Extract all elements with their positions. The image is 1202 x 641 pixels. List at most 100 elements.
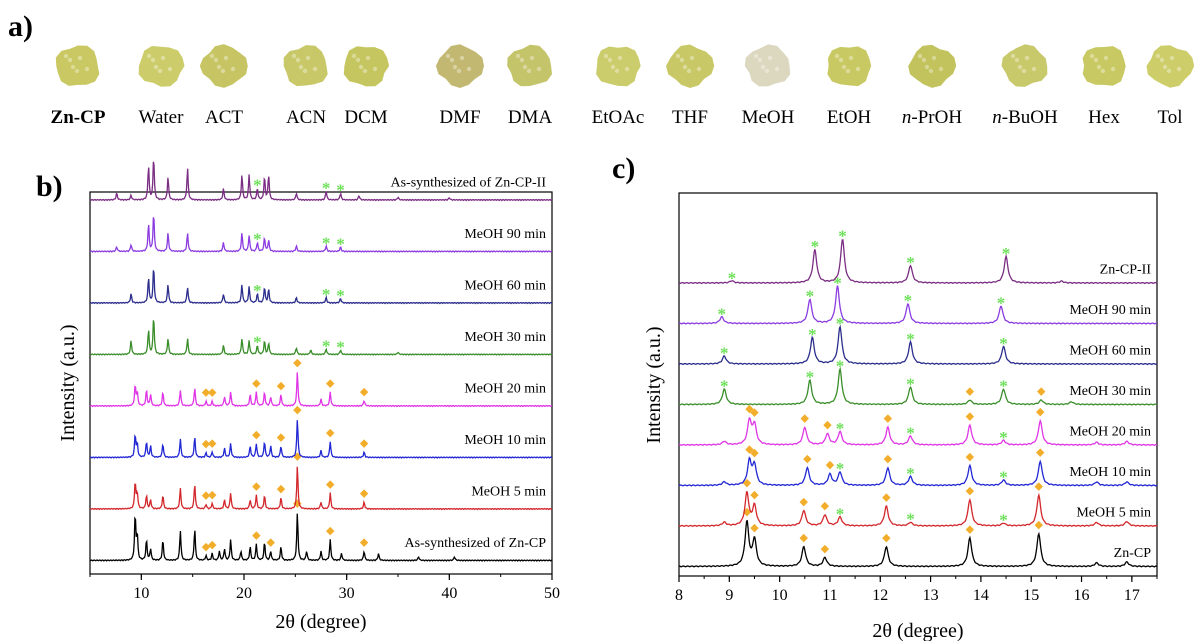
trace-label: MeOH 10 min [464, 433, 546, 448]
sample-label: THF [672, 107, 708, 128]
diamond-marker: ◆ [360, 537, 369, 549]
powder-speckle [1155, 53, 1161, 59]
panel-c-x-ticks: 8 9 10 11 12 13 14 15 16 17 [675, 576, 1158, 604]
powder-speckle [358, 64, 364, 70]
diamond-marker: ◆ [884, 453, 893, 465]
sample-photo-14: Tol [1146, 45, 1195, 128]
diamond-marker: ◆ [966, 385, 975, 397]
powder-speckle [295, 57, 301, 63]
star-marker: * [811, 237, 820, 256]
sample-photo-11: n-PrOH [902, 44, 962, 128]
sample-powder [1001, 44, 1048, 87]
star-marker: * [836, 419, 845, 438]
panel-c-traces: ◆◆◆◆◆◆ ◆Zn-CP◆◆◆ ◆◆◆ ◆* * * MeOH 5 min◆◆◆ ◆ ◆ ◆ ◆*… [678, 226, 1158, 568]
diamond-marker: ◆ [277, 483, 286, 495]
diamond-marker: ◆ [326, 378, 335, 390]
star-marker: * [322, 233, 331, 252]
panel-a-letter: a) [8, 10, 33, 43]
diamond-marker: ◆ [360, 437, 369, 449]
powder-speckle [84, 66, 90, 72]
diamond-marker: ◆ [326, 427, 335, 439]
x-tick-label: 9 [725, 587, 733, 604]
star-marker: * [906, 329, 915, 348]
panel-b-y-axis-title: Intensity (a.u.) [57, 324, 79, 441]
powder-speckle [764, 68, 770, 74]
powder-speckle [223, 55, 229, 61]
trace-line [89, 513, 553, 562]
panel-c-plot-frame [678, 192, 1158, 577]
star-marker: * [1002, 244, 1011, 263]
powder-speckle [607, 57, 613, 63]
diamond-marker: ◆ [966, 411, 975, 423]
powder-speckle [302, 68, 308, 74]
star-marker: * [808, 325, 817, 344]
powder-speckle [774, 66, 780, 72]
trace-6: * * * * * MeOH 90 min [678, 273, 1158, 325]
diamond-marker: ◆ [800, 496, 809, 508]
sample-powder [908, 44, 957, 88]
star-marker: * [997, 293, 1006, 312]
powder-speckle [529, 55, 535, 61]
powder-speckle [146, 53, 152, 59]
powder-speckle [757, 57, 763, 63]
diamond-marker: ◆ [821, 543, 830, 555]
trace-label: MeOH 10 min [1069, 465, 1151, 480]
diamond-marker: ◆ [293, 498, 302, 510]
panel-b-traces: ◆◆◆◆◆◆◆ As-synthesized of Zn-CP◆◆◆ ◆◆◆◆ MeO… [89, 161, 553, 562]
powder-speckle [312, 66, 318, 72]
powder-speckle [167, 66, 173, 72]
powder-speckle [1100, 68, 1106, 74]
powder-speckle [351, 53, 357, 59]
diamond-marker: ◆ [826, 459, 835, 471]
trace-6: * * * MeOH 90 min [89, 217, 553, 253]
powder-speckle [1010, 53, 1016, 59]
powder-speckle [449, 57, 455, 63]
powder-speckle [1031, 66, 1037, 72]
powder-speckle [1024, 55, 1030, 61]
powder-speckle [1093, 57, 1099, 63]
sample-label: Hex [1088, 107, 1120, 128]
powder-speckle [696, 66, 702, 72]
x-tick-label: 10 [133, 585, 149, 602]
sample-label-text: DMF [439, 107, 480, 128]
sample-powder [1146, 45, 1195, 88]
powder-speckle [452, 64, 458, 70]
powder-speckle [456, 68, 462, 74]
trace-line [678, 366, 1158, 406]
x-tick-label: 15 [1023, 587, 1039, 604]
star-marker: * [906, 510, 915, 529]
powder-speckle [679, 57, 685, 63]
sample-powder [507, 44, 552, 87]
star-marker: * [336, 286, 345, 305]
star-marker: * [904, 291, 913, 310]
trace-line [678, 519, 1158, 568]
powder-speckle [153, 64, 159, 70]
trace-label: MeOH 5 min [471, 485, 546, 500]
powder-speckle [466, 66, 472, 72]
powder-speckle [841, 64, 847, 70]
powder-speckle [921, 57, 927, 63]
x-tick-label: 30 [339, 585, 355, 602]
powder-speckle [355, 57, 361, 63]
powder-speckle [526, 68, 532, 74]
powder-speckle [365, 55, 371, 61]
diamond-marker: ◆ [823, 419, 832, 431]
sample-label: EtOH [827, 107, 872, 128]
sample-label-text: ACT [205, 107, 243, 128]
star-marker: * [833, 273, 842, 292]
star-marker: * [336, 181, 345, 200]
sample-label-text: MeOH [742, 107, 795, 128]
powder-speckle [1096, 64, 1102, 70]
sample-photo-7: EtOAc [592, 46, 644, 128]
star-marker: * [253, 281, 262, 300]
x-tick-label: 50 [544, 585, 560, 602]
powder-speckle [536, 66, 542, 72]
powder-speckle [209, 53, 215, 59]
star-marker: * [253, 175, 262, 194]
trace-2: ◆◆◆ ◆◆◆◆ MeOH 10 min [89, 404, 553, 459]
x-tick-label: 17 [1124, 587, 1140, 604]
trace-label: MeOH 60 min [464, 279, 546, 294]
x-tick-label: 14 [973, 587, 989, 604]
trace-line [89, 270, 553, 305]
